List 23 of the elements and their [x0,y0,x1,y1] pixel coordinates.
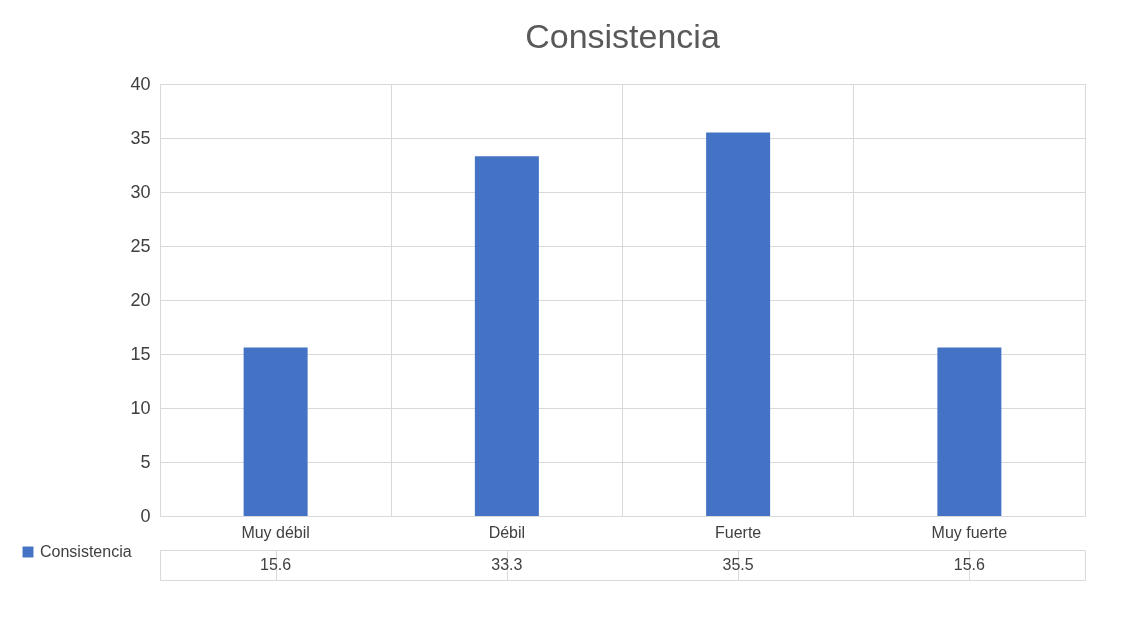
data-label: 33.3 [491,556,523,573]
y-tick-label: 30 [130,181,151,202]
y-tick-label: 25 [130,235,151,256]
bar [706,132,771,516]
y-tick-label: 10 [130,397,151,418]
x-tick-label: Fuerte [715,523,762,541]
legend-label: Consistencia [40,543,132,560]
data-label: 35.5 [722,556,754,573]
y-tick-label: 40 [130,73,151,94]
x-tick-label: Muy débil [241,523,310,541]
chart-title: Consistencia [525,17,720,55]
bar [937,347,1002,516]
y-tick-label: 35 [130,127,151,148]
y-tick-label: 0 [140,505,151,526]
x-tick-label: Débil [488,523,526,541]
bar [243,347,308,516]
y-tick-label: 5 [140,451,151,472]
data-label: 15.6 [953,556,986,573]
y-tick-label: 20 [130,289,151,310]
data-label: 15.6 [260,556,292,573]
x-tick-label: Muy fuerte [931,523,1008,541]
bar [474,156,539,516]
y-tick-label: 15 [130,343,151,364]
